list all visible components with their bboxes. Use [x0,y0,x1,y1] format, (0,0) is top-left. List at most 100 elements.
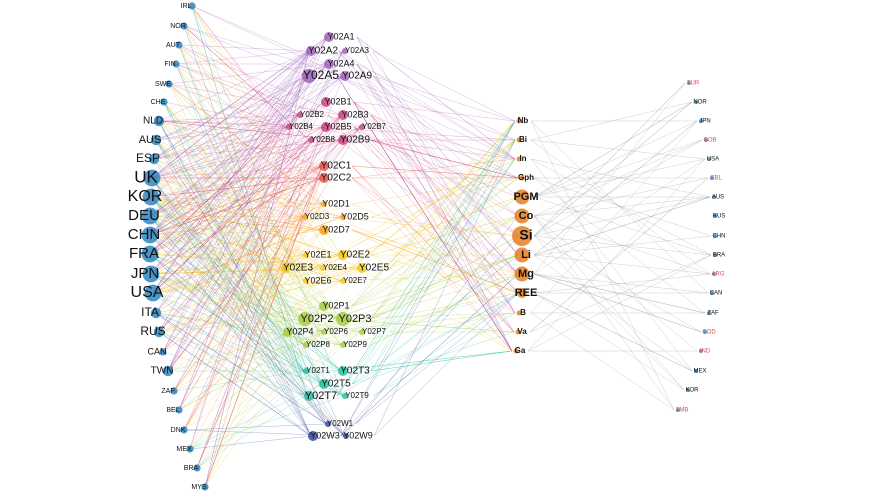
country-label-mex: MEX [176,446,192,453]
country-label-aut: AUT [166,42,181,49]
cpc-node-y02e7 [340,278,346,284]
material-label-va: Va [517,327,527,336]
country-label-ita: ITA [141,305,159,319]
material-node-nb [516,118,522,124]
country-label-deu: DEU [128,207,160,224]
country-label-irl: IRL [181,3,192,10]
material-node-li [514,247,530,263]
cpc-node-y02a2 [306,46,316,56]
country-node-twn [162,365,174,377]
country-node-che [160,98,168,106]
cpc-node-y02e5 [357,263,367,273]
material-label-ga: Ga [515,346,526,355]
country-label-can: CAN [147,346,166,356]
material-node-in [516,156,522,162]
material-label-mg: Mg [518,268,534,280]
cpc-label-y02p8: Y02P8 [306,340,331,349]
cpc-label-y02c2: Y02C2 [321,173,352,184]
material-node-gph [519,175,525,181]
material-label-b: B [520,308,526,317]
material-label-nb: Nb [518,116,529,125]
country-node-nld [153,115,165,127]
cpc-node-y02a3 [342,48,348,54]
country-node-uk [143,169,161,187]
country-node-jpn [142,265,160,283]
country-label-chn: CHN [128,226,161,243]
source-country-node-can [710,291,714,295]
country-label-bel: BEL [166,407,179,414]
cpc-node-y02e6 [303,278,309,284]
country-node-bel [175,406,183,414]
country-label-rus: RUS [140,324,165,338]
cpc-node-y02e1 [303,252,309,258]
country-label-swe: SWE [155,81,171,88]
country-label-esp: ESP [136,151,160,165]
material-node-ree [517,288,527,298]
cpc-label-y02e1: Y02E1 [304,249,331,259]
cpc-label-y02a4: Y02A4 [327,58,354,68]
country-node-irl [188,2,196,10]
country-label-fin: FIN [164,61,175,68]
country-label-fra: FRA [129,245,159,262]
cpc-label-y02e4: Y02E4 [323,263,348,272]
country-label-mys: MYS [191,484,207,491]
material-node-b [516,310,522,316]
country-node-fra [141,245,159,263]
source-country-label-nor: NOR [693,100,707,106]
source-country-label-ind: IND [700,349,711,355]
country-node-mex [186,445,194,453]
country-label-twn: TWN [151,366,174,377]
cpc-label-y02b2: Y02B2 [300,110,325,119]
material-node-pgm [514,189,530,205]
cpc-label-y02e3: Y02E3 [283,263,313,274]
cpc-node-y02c1 [319,161,329,171]
cpc-label-y02w1: Y02W1 [327,419,354,428]
country-node-ita [150,307,162,319]
material-label-pgm: PGM [513,191,538,203]
source-country-label-cbl: CBL [710,176,722,182]
cpc-label-y02t1: Y02T1 [306,366,330,375]
cpc-label-y02e2: Y02E2 [340,250,370,261]
cpc-node-y02b7 [359,124,365,130]
cpc-node-y02p7 [359,329,365,335]
cpc-node-y02t1 [303,368,309,374]
country-node-chn [141,226,159,244]
source-country-node-ind [699,349,703,353]
cpc-node-y02w1 [325,421,331,427]
source-country-node-chn [713,234,717,238]
source-country-label-cod: COD [702,330,716,336]
cpc-label-y02b8: Y02B8 [311,135,336,144]
cpc-node-y02d1 [321,201,327,207]
cpc-label-y02d1: Y02D1 [322,198,350,208]
country-label-che: CHE [151,99,166,106]
cpc-node-y02e3 [281,263,291,273]
source-country-node-nor [694,100,698,104]
source-country-node-arg [712,272,716,276]
cpc-node-y02c2 [319,173,329,183]
cpc-node-y02w9 [343,433,349,439]
cpc-node-y02b5 [321,122,331,132]
cpc-label-y02p3: Y02P3 [338,313,371,325]
cpc-label-y02a9: Y02A9 [342,71,372,82]
cpc-label-y02b9: Y02B9 [340,135,370,146]
source-country-node-zmb [676,408,680,412]
country-node-kor [142,188,160,206]
source-country-label-aus: AUS [712,195,724,201]
country-node-mys [201,483,209,491]
country-node-aut [175,41,183,49]
country-node-nor [180,22,188,30]
cpc-label-y02b5: Y02B5 [324,121,351,131]
source-country-label-can: CAN [710,291,723,297]
source-country-node-mex [694,369,698,373]
cpc-label-y02p6: Y02P6 [324,327,349,336]
country-label-usa: USA [131,284,164,301]
cpc-label-y02e7: Y02E7 [343,276,368,285]
source-country-label-rus: RUS [713,214,726,220]
country-node-esp [148,153,160,165]
country-label-bra: BRA [184,465,199,472]
cpc-label-y02d5: Y02D5 [341,211,369,221]
source-country-label-zaf: ZAF [707,311,719,317]
material-node-va [515,329,521,335]
cpc-label-y02p4: Y02P4 [286,326,313,336]
